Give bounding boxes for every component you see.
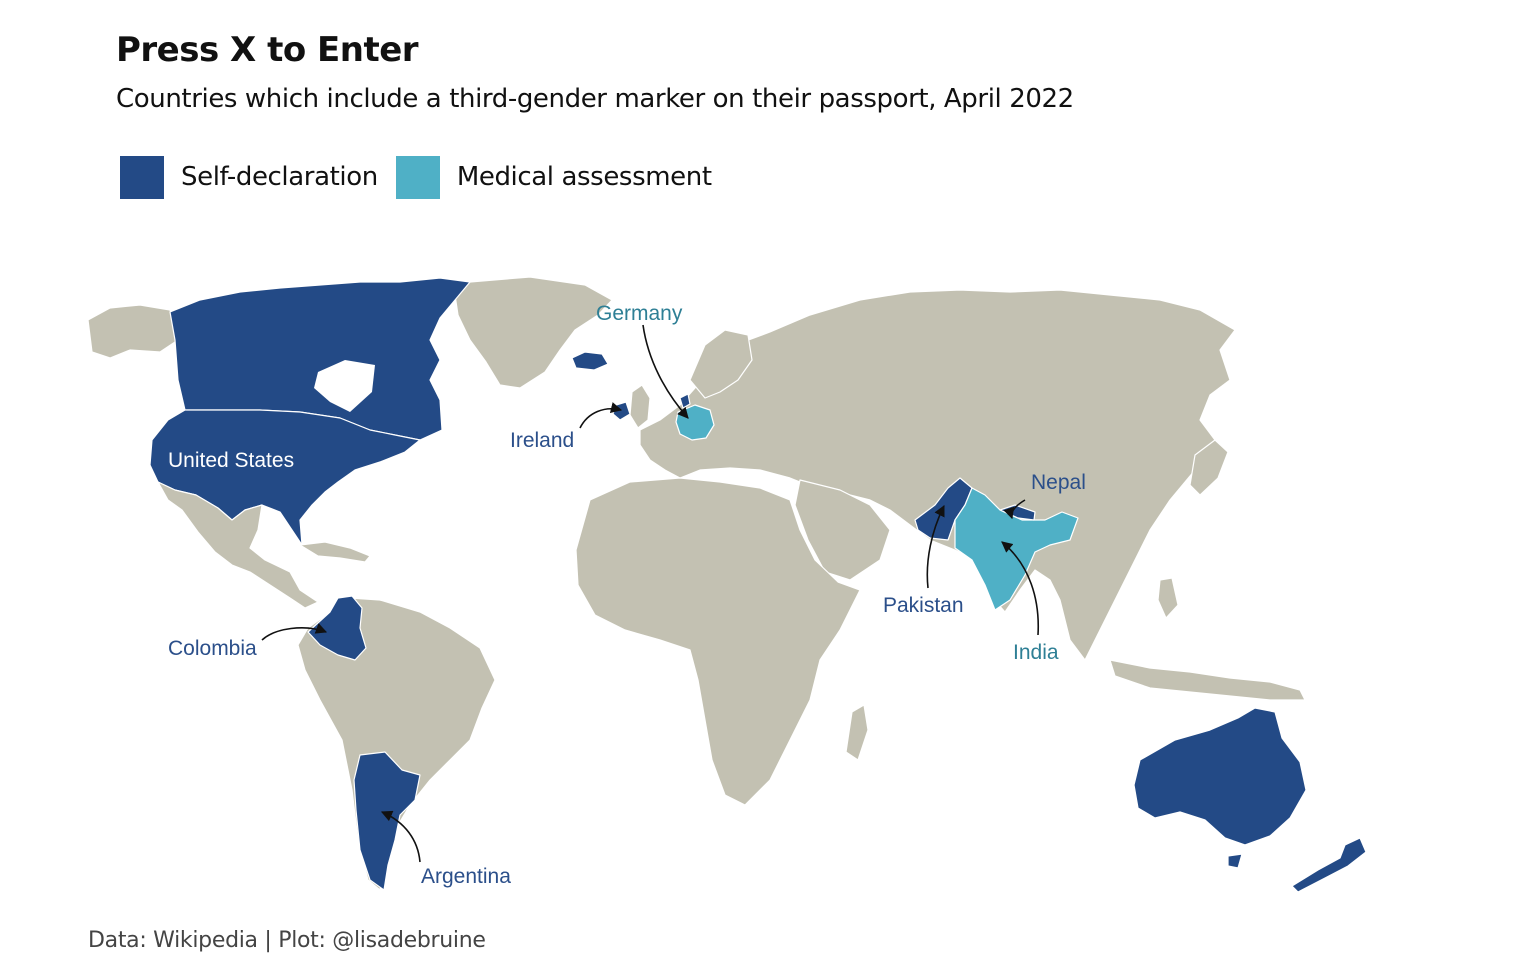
- argentina-arrow: [380, 810, 421, 863]
- legend: Self-declaration Medical assessment: [120, 155, 730, 199]
- label-india: India: [1013, 641, 1059, 664]
- scandinavia-shape: [689, 329, 753, 399]
- legend-item-self-declaration: Self-declaration: [120, 155, 378, 199]
- country-new-zealand: [1291, 837, 1367, 893]
- legend-swatch-self-declaration: [120, 155, 164, 199]
- indonesia-shape: [1109, 659, 1306, 701]
- ireland-arrow: [579, 402, 623, 429]
- country-argentina: [353, 751, 421, 891]
- country-denmark: [679, 393, 691, 409]
- legend-swatch-medical-assessment: [395, 155, 440, 199]
- label-colombia: Colombia: [168, 637, 257, 660]
- label-nepal: Nepal: [1031, 471, 1086, 494]
- japan-shape: [1189, 439, 1229, 496]
- mexico-shape: [157, 481, 319, 609]
- country-ireland: [612, 401, 631, 421]
- legend-label-self-declaration: Self-declaration: [181, 162, 378, 192]
- label-argentina: Argentina: [421, 865, 511, 888]
- germany-arrow: [642, 324, 689, 419]
- india-arrow: [1001, 541, 1040, 636]
- africa-shape: [575, 477, 861, 806]
- alaska-shape: [87, 304, 179, 359]
- country-australia: [1133, 707, 1307, 846]
- country-iceland: [571, 351, 609, 371]
- label-germany: Germany: [596, 302, 683, 325]
- legend-label-medical-assessment: Medical assessment: [456, 162, 712, 192]
- caribbean-shape: [299, 541, 371, 563]
- greenland-shape: [454, 276, 613, 389]
- chart-subtitle: Countries which include a third-gender m…: [116, 84, 1074, 114]
- label-ireland: Ireland: [510, 429, 574, 452]
- philippines-shape: [1157, 577, 1179, 619]
- madagascar-shape: [845, 704, 869, 761]
- chart-title: Press X to Enter: [116, 30, 419, 70]
- pakistan-arrow: [926, 504, 945, 589]
- legend-item-medical-assessment: Medical assessment: [395, 155, 712, 199]
- nepal-arrow: [1003, 499, 1026, 520]
- label-pakistan: Pakistan: [883, 594, 964, 617]
- colombia-arrow: [261, 623, 328, 641]
- data-source-caption: Data: Wikipedia | Plot: @lisadebruine: [88, 928, 486, 953]
- south-america-shape: [297, 597, 496, 891]
- label-united-states: United States: [168, 449, 294, 472]
- tasmania-shape: [1227, 853, 1243, 869]
- country-india: [954, 487, 1079, 611]
- uk-shape: [629, 384, 651, 429]
- arabia-shape: [794, 479, 891, 581]
- country-colombia: [307, 595, 367, 661]
